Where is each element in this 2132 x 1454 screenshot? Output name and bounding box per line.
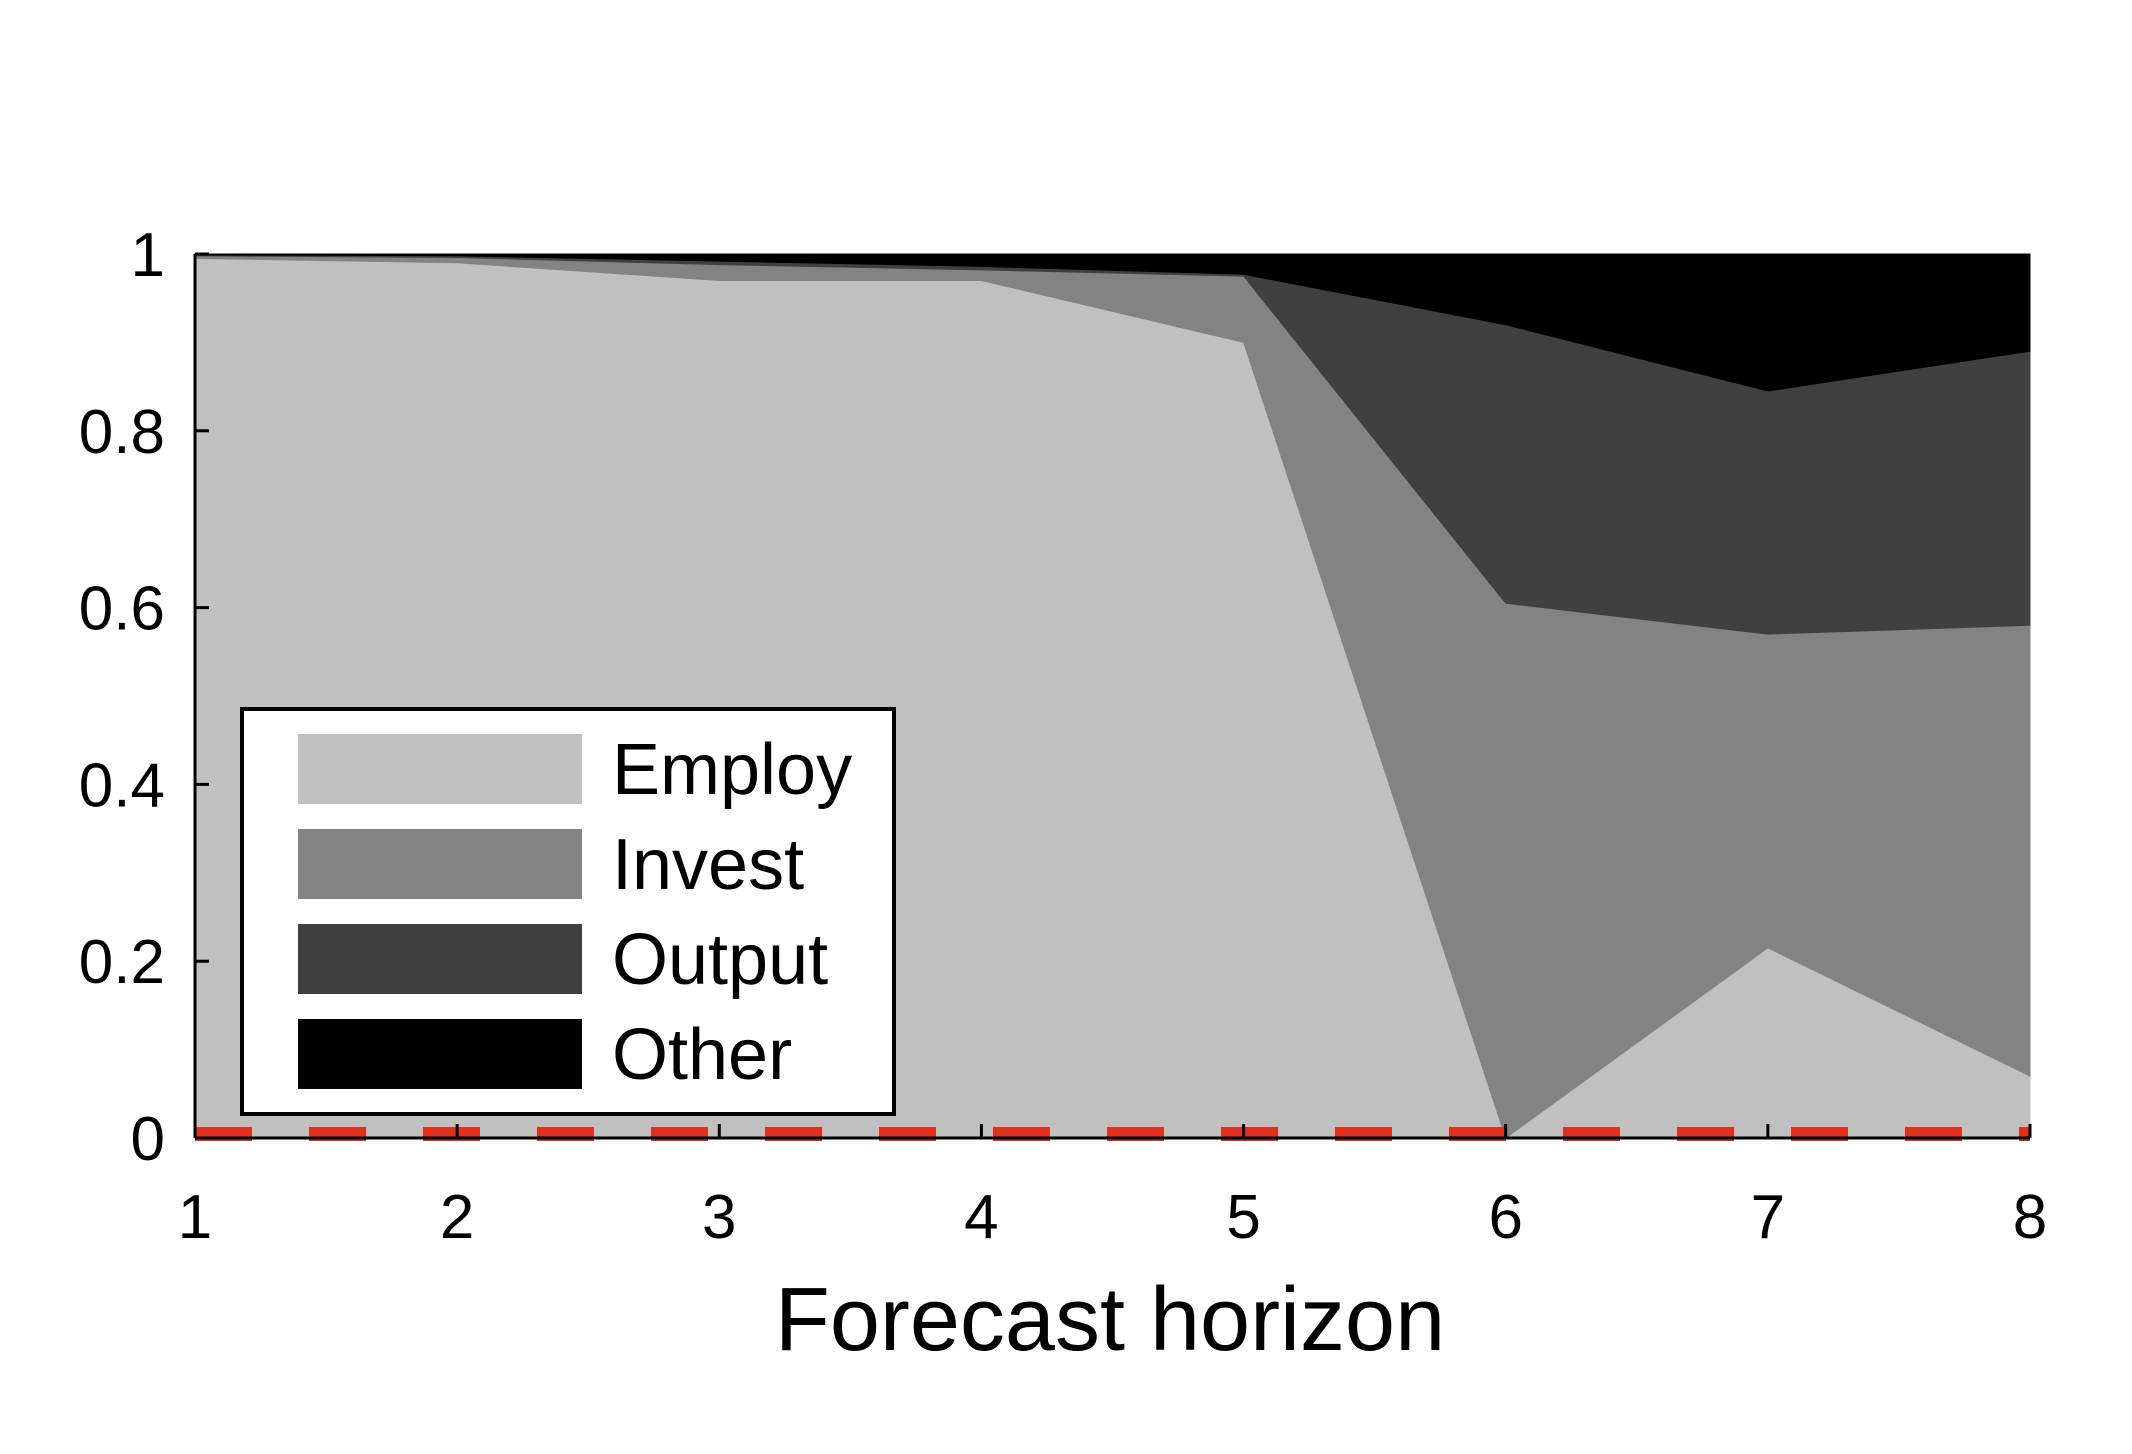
legend-label-other: Other bbox=[612, 1015, 792, 1095]
legend-swatch-invest bbox=[298, 829, 582, 899]
y-tick-label: 0 bbox=[131, 1105, 165, 1174]
y-tick-labels: 0 0.2 0.4 0.6 0.8 1 bbox=[79, 221, 209, 1174]
x-axis-title: Forecast horizon bbox=[775, 1270, 1445, 1370]
x-tick-label: 1 bbox=[178, 1183, 212, 1252]
x-tick-label: 5 bbox=[1226, 1183, 1260, 1252]
legend-label-employ: Employ bbox=[612, 730, 852, 810]
legend: Employ Invest Output Other bbox=[240, 707, 896, 1116]
legend-swatch-employ bbox=[298, 734, 582, 804]
legend-swatch-output bbox=[298, 924, 582, 994]
legend-swatch-other bbox=[298, 1019, 582, 1089]
x-tick-label: 7 bbox=[1751, 1183, 1785, 1252]
y-tick-label: 1 bbox=[131, 221, 165, 290]
legend-label-invest: Invest bbox=[612, 825, 804, 905]
y-tick-label: 0.8 bbox=[79, 398, 165, 467]
area-other bbox=[194, 253, 2031, 392]
x-tick-label: 6 bbox=[1488, 1183, 1522, 1252]
x-tick-label: 3 bbox=[702, 1183, 736, 1252]
legend-label-output: Output bbox=[612, 920, 828, 1000]
x-tick-label: 2 bbox=[440, 1183, 474, 1252]
x-tick-label: 8 bbox=[2013, 1183, 2047, 1252]
y-tick-label: 0.4 bbox=[79, 751, 165, 820]
y-tick-label: 0.6 bbox=[79, 575, 165, 644]
axes bbox=[193, 254, 2030, 1140]
y-tick-label: 0.2 bbox=[79, 928, 165, 997]
x-tick-labels: 1 2 3 4 5 6 7 8 bbox=[178, 1124, 2047, 1252]
x-tick-label: 4 bbox=[964, 1183, 998, 1252]
